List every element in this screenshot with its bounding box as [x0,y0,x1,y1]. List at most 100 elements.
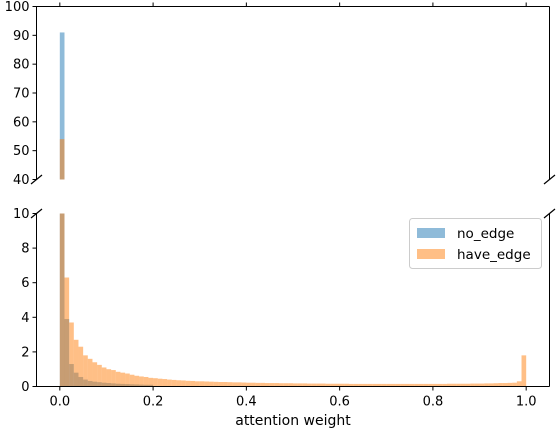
bar-have-edge-lower [437,383,443,387]
x-tick-label: 0.4 [236,395,257,410]
bar-have-edge-lower [134,375,140,387]
bar-have-edge-lower [143,376,149,387]
bar-have-edge-lower [59,213,65,387]
bar-have-edge-lower [367,383,373,387]
bar-have-edge-lower [432,383,438,387]
bar-have-edge-lower [283,383,289,387]
x-axis-label: attention weight [235,413,351,429]
bar-have-edge-lower [465,383,471,387]
bar-have-edge-lower [83,355,88,387]
bar-have-edge-lower [395,383,401,387]
bar-have-edge-lower [502,383,508,387]
lower-panel-frame [36,213,550,387]
bar-have-edge-lower [414,383,419,387]
bar-have-edge-lower [344,383,349,387]
bar-have-edge-lower [64,277,70,387]
bar-have-edge-lower [516,381,522,387]
bar-have-edge-lower [73,339,79,387]
legend-label-have-edge: have_edge [457,247,531,263]
bar-have-edge-lower [390,383,396,387]
bar-have-edge-lower [311,383,317,387]
bar-have-edge-lower [353,383,359,387]
bar-have-edge-lower [446,383,452,387]
bar-have-edge-upper [59,139,65,180]
x-tick-label: 0.0 [49,395,70,410]
bar-have-edge-lower [404,383,410,387]
bar-have-edge-lower [297,383,303,387]
lower-panel-bars [59,213,527,387]
y-tick-label: 2 [21,345,29,360]
bar-have-edge-lower [171,379,177,387]
bar-have-edge-lower [246,382,252,387]
bar-have-edge-lower [320,383,326,387]
bar-have-edge-lower [265,383,270,387]
bar-have-edge-lower [418,383,424,387]
bar-have-edge-lower [456,383,461,387]
bar-have-edge-lower [148,377,154,387]
bar-have-edge-lower [348,383,354,387]
bar-have-edge-lower [376,383,382,387]
bar-have-edge-lower [199,381,205,387]
upper-panel-bars [59,32,65,180]
bar-have-edge-lower [423,383,429,387]
bar-have-edge-lower [479,383,485,387]
y-tick-label: 0 [21,380,29,395]
bar-have-edge-lower [115,371,121,387]
x-tick-label: 1.0 [516,395,537,410]
upper-panel-x-tick-marks [59,2,527,7]
bar-have-edge-lower [111,370,116,387]
bar-have-edge-lower [409,383,415,387]
legend-swatch-no-edge [417,228,445,238]
y-tick-label: 100 [5,0,30,15]
bar-have-edge-lower [507,382,513,387]
bar-have-edge-lower [381,383,387,387]
bar-have-edge-lower [288,383,293,387]
bar-have-edge-lower [176,380,182,387]
bar-have-edge-lower [153,378,158,387]
y-tick-label: 6 [21,276,29,291]
bar-have-edge-lower [362,383,368,387]
bar-have-edge-lower [293,383,298,387]
bar-have-edge-lower [190,380,196,387]
bar-have-edge-lower [162,379,168,387]
bar-have-edge-lower [474,383,480,387]
bar-have-edge-lower [316,383,321,387]
bar-have-edge-lower [372,383,377,387]
bar-have-edge-lower [521,355,527,387]
bar-have-edge-lower [269,383,275,387]
y-tick-label: 40 [13,173,30,188]
y-tick-label: 70 [13,87,30,102]
bar-have-edge-lower [358,383,363,387]
bar-have-edge-lower [223,382,228,387]
upper-panel-frame [36,6,550,180]
bar-have-edge-lower [498,383,503,387]
bar-have-edge-lower [237,382,242,387]
bar-have-edge-lower [274,383,280,387]
x-tick-label: 0.6 [329,395,350,410]
bar-have-edge-lower [386,383,391,387]
bar-have-edge-lower [185,380,191,387]
bar-have-edge-lower [139,376,144,387]
legend-swatch-have-edge [417,249,445,259]
lower-y-axis-ticks: 0 2 4 6 8 10 [13,207,37,395]
bar-have-edge-lower [325,383,331,387]
bar-have-edge-lower [493,383,499,387]
bar-have-edge-lower [488,383,494,387]
y-tick-label: 10 [13,207,30,222]
bar-have-edge-lower [69,322,74,387]
bar-no-edge-upper [59,32,65,180]
bar-have-edge-lower [339,383,345,387]
y-tick-label: 50 [13,144,30,159]
bar-have-edge-lower [92,362,98,387]
y-tick-label: 4 [21,311,29,326]
bar-have-edge-lower [78,346,84,387]
bar-have-edge-lower [195,381,200,387]
bar-have-edge-lower [428,383,433,387]
y-tick-label: 80 [13,58,30,73]
x-tick-label: 0.8 [423,395,444,410]
bar-have-edge-lower [87,358,93,387]
legend-label-no-edge: no_edge [457,226,514,242]
bar-have-edge-lower [279,383,284,387]
bar-have-edge-lower [260,382,266,387]
bar-have-edge-lower [334,383,340,387]
